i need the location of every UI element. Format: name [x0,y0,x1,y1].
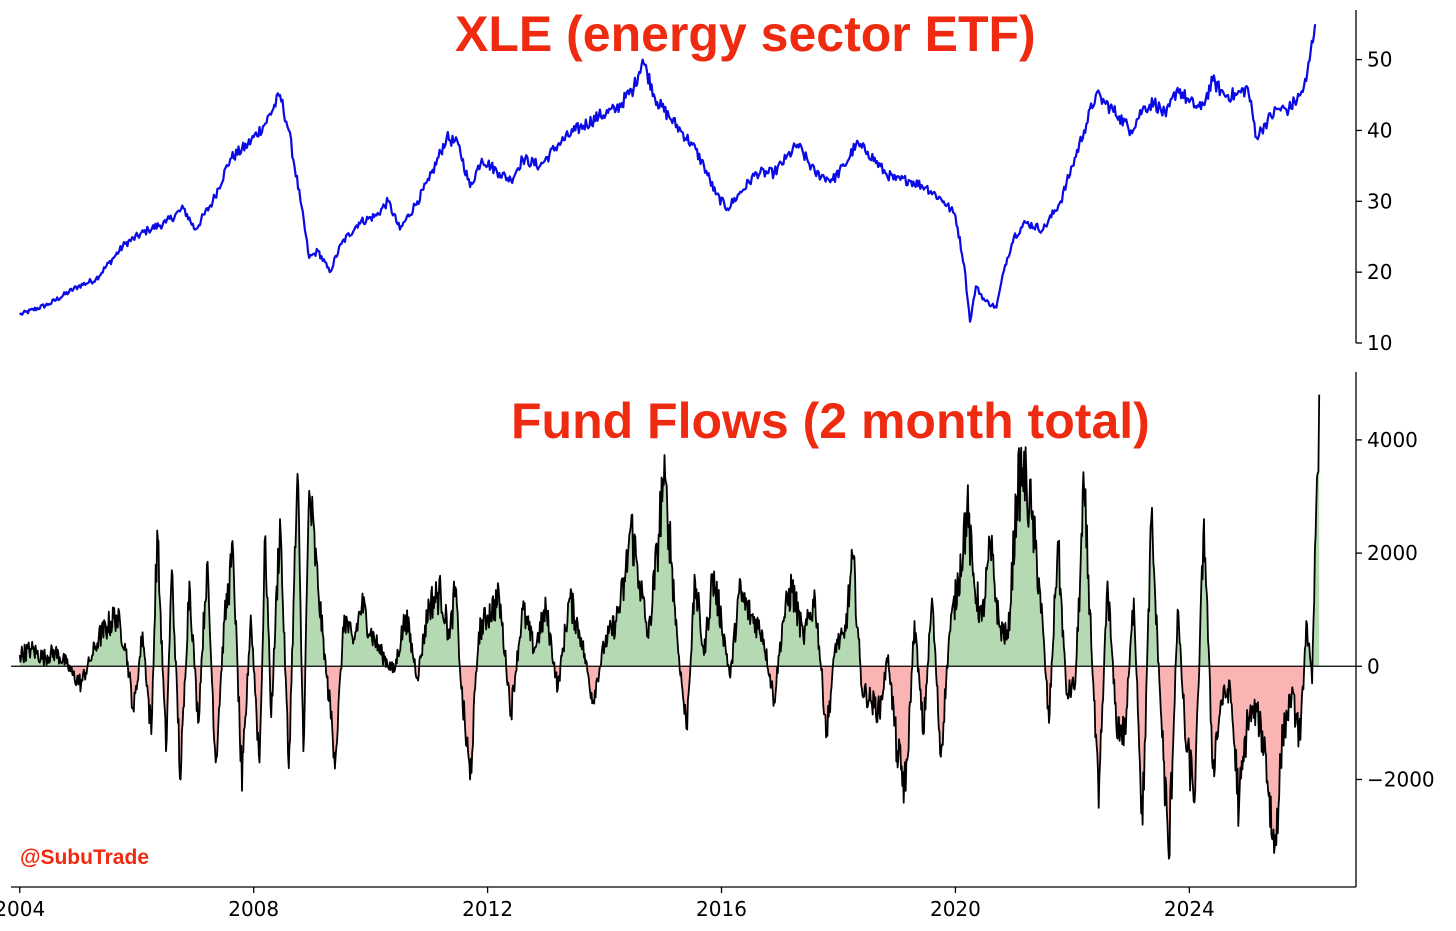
fund-flows-chart-title: Fund Flows (2 month total) [511,393,1150,449]
top-y-tick-label: 20 [1367,260,1392,284]
x-tick-label: 2020 [930,897,981,921]
fund-flows-line [18,394,1321,860]
x-tick-label: 2016 [696,897,747,921]
watermark-handle: @SubuTrade [20,846,149,869]
bottom-y-tick-label: 2000 [1367,541,1418,565]
flow-area-fills [19,394,1320,859]
x-tick-label: 2008 [228,897,279,921]
xle-price-panel: 10 20 30 40 50 [18,10,1392,355]
bottom-x-ticks: 2004 2008 2012 2016 2020 2024 [0,887,1215,921]
x-tick-label: 2012 [462,897,513,921]
bottom-y-ticks: −2000 0 2000 4000 [1356,428,1435,791]
x-tick-label: 2024 [1164,897,1215,921]
top-y-tick-label: 40 [1367,118,1392,142]
x-tick-label: 2004 [0,897,45,921]
fund-flows-panel: −2000 0 2000 4000 2004 2008 2012 2016 2020 2024 [0,372,1435,921]
top-y-tick-label: 30 [1367,189,1392,213]
top-y-tick-label: 50 [1367,48,1392,72]
top-y-ticks: 10 20 30 40 50 [1356,48,1392,355]
bottom-y-tick-label: −2000 [1367,767,1435,791]
bottom-y-tick-label: 0 [1367,654,1380,678]
bottom-y-tick-label: 4000 [1367,428,1418,452]
negative-flow-fill [67,666,1313,859]
xle-chart-title: XLE (energy sector ETF) [455,6,1036,62]
top-y-tick-label: 10 [1367,331,1392,355]
xle-price-line [18,24,1317,323]
